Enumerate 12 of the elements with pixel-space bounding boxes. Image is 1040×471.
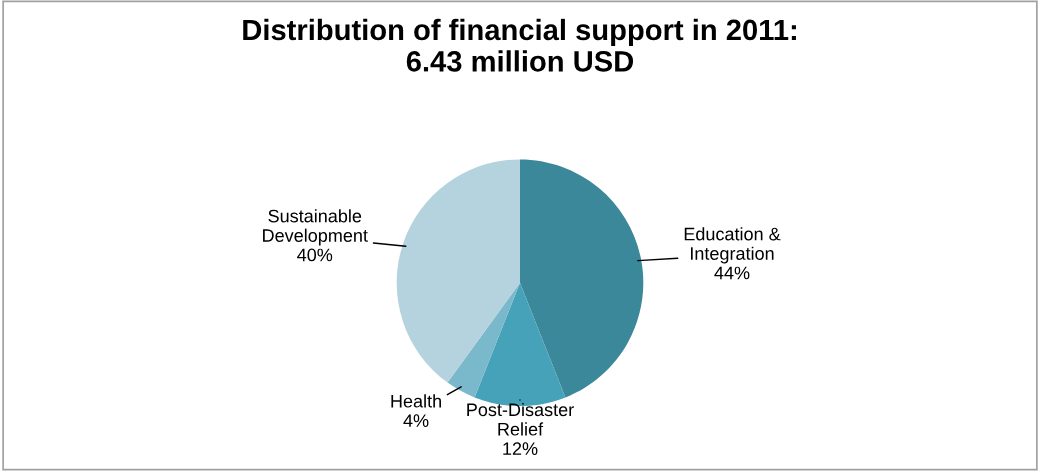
- pie-slice: [396, 159, 520, 383]
- chart-title: Distribution of financial support in 2011: 6.43 million USD: [243, 18, 796, 72]
- slice-label: Post-Disaster Relief: [467, 402, 574, 436]
- slice-label: Health: [391, 394, 441, 408]
- pie-slice: [447, 282, 520, 398]
- pie-slice: [520, 159, 644, 398]
- data-label: 44%: [714, 266, 750, 280]
- data-label: 4%: [403, 414, 429, 427]
- slice-label: Sustainable Development: [263, 209, 368, 246]
- data-label: 40%: [297, 248, 333, 262]
- slice-label: Education & Integration: [684, 227, 781, 264]
- data-label: 12%: [503, 442, 538, 455]
